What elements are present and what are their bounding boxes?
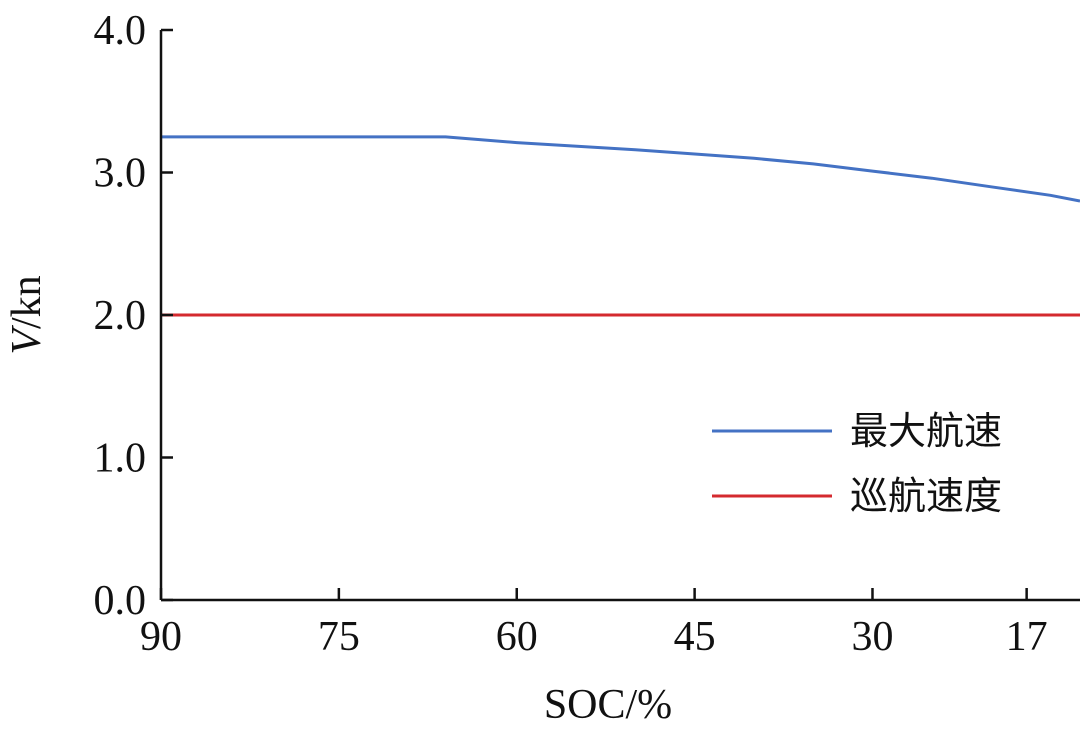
series-line-max-speed — [161, 135, 1080, 203]
legend-label-max-speed: 最大航速 — [850, 409, 1002, 453]
y-tick-label: 2.0 — [94, 293, 147, 339]
y-tick-label: 3.0 — [94, 151, 147, 197]
y-tick-label: 0.0 — [94, 578, 147, 624]
x-tick-label: 90 — [140, 614, 182, 660]
legend-label-cruise-speed: 巡航速度 — [850, 474, 1002, 518]
x-axis-title: SOC/% — [544, 682, 672, 728]
x-tick-label: 60 — [496, 614, 538, 660]
x-axis-ticks: 90 75 60 45 30 17 — [140, 588, 1048, 660]
plot-area — [161, 135, 1080, 317]
y-axis-title: V/kn — [4, 275, 50, 354]
y-axis-ticks: 0.0 1.0 2.0 3.0 4.0 — [94, 8, 173, 624]
x-tick-label: 75 — [318, 614, 360, 660]
y-tick-label: 1.0 — [94, 436, 147, 482]
x-tick-label: 17 — [1006, 614, 1048, 660]
x-tick-label: 45 — [674, 614, 716, 660]
x-tick-label: 30 — [851, 614, 893, 660]
y-tick-label: 4.0 — [94, 8, 147, 54]
legend: 最大航速 巡航速度 — [712, 409, 1002, 518]
